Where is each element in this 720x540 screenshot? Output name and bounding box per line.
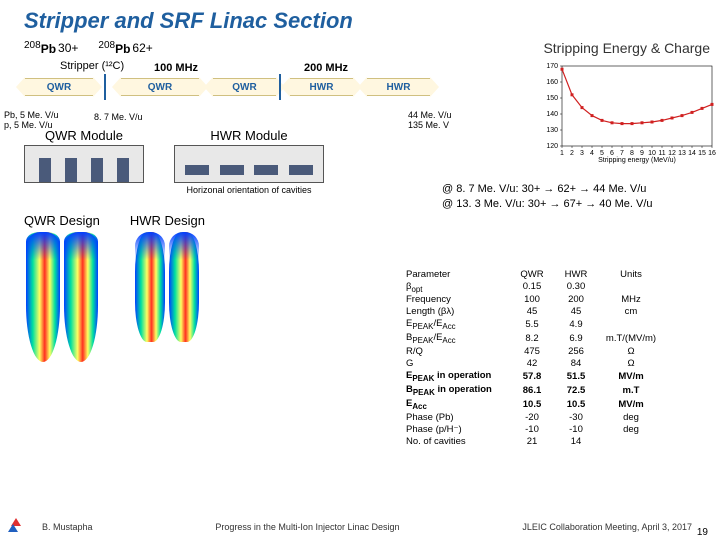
table-row: EPEAK/EAcc5.54.9 [400,318,664,332]
freq-low: 100 MHz [154,62,198,74]
footer-title: Progress in the Multi-Ion Injector Linac… [215,522,399,532]
horiz-note: Horizonal orientation of cavities [174,185,324,195]
e-out-44: 44 Me. V/u [408,110,452,120]
table-row: Frequency100200MHz [400,294,664,306]
svg-text:7: 7 [620,150,624,157]
qwr-module: QWR Module [24,128,144,183]
table-row: βopt0.150.30 [400,280,664,294]
svg-text:8: 8 [630,150,634,157]
footer-author: B. Mustapha [42,522,93,532]
svg-text:140: 140 [546,111,558,118]
e-strip: 8. 7 Me. V/u [94,112,143,122]
table-row: BPEAK in operation86.172.5m.T [400,384,664,398]
hwr-design-image [130,232,205,342]
table-row: BPEAK/EAcc8.26.9m.T/(MV/m) [400,332,664,346]
svg-text:11: 11 [658,150,665,157]
qwr-design: QWR Design [24,213,100,362]
nucleus-before: 208Pb [24,40,56,56]
svg-text:12: 12 [668,150,676,157]
charge-before: 30+ [58,41,78,55]
param-table: ParameterQWRHWRUnitsβopt0.150.30Frequenc… [400,268,664,447]
e-in-p: p, 5 Me. V/u [4,120,53,130]
svg-text:120: 120 [546,143,558,150]
transition-line-1: @ 8. 7 Me. V/u: 30+ → 62+ → 44 Me. V/u [442,182,653,197]
table-row: R/Q475256Ω [400,346,664,358]
footer: B. Mustapha Progress in the Multi-Ion In… [0,522,720,532]
svg-text:130: 130 [546,127,558,134]
stripping-energy-chart: 1234567891011121314151612013014015016017… [534,62,716,164]
svg-text:1: 1 [560,150,564,157]
chain-segment: HWR [289,78,354,96]
qwr-module-box [24,145,144,183]
hwr-module-box [174,145,324,183]
chain-segment: QWR [24,78,94,96]
qwr-module-label: QWR Module [24,128,144,143]
charge-after: 62+ [132,41,152,55]
svg-text:160: 160 [546,79,558,86]
e-out-135: 135 Me. V [408,120,449,130]
qwr-design-label: QWR Design [24,213,100,228]
svg-text:10: 10 [648,150,656,157]
svg-text:5: 5 [600,150,604,157]
svg-text:3: 3 [580,150,584,157]
table-row: Phase (p/H⁻)-10-10deg [400,423,664,435]
table-row: EPEAK in operation57.851.5MV/m [400,370,664,384]
page-title: Stripper and SRF Linac Section [0,0,720,38]
footer-meeting: JLEIC Collaboration Meeting, April 3, 20… [522,522,692,532]
chain-segment: HWR [366,78,431,96]
svg-text:13: 13 [678,150,686,157]
header-row: 208Pb 30+ 208Pb 62+ Stripping Energy & C… [0,38,720,58]
svg-text:9: 9 [640,150,644,157]
svg-text:6: 6 [610,150,614,157]
param-table-wrap: ParameterQWRHWRUnitsβopt0.150.30Frequenc… [400,268,664,447]
svg-text:16: 16 [708,150,716,157]
svg-text:4: 4 [590,150,594,157]
svg-text:Stripping energy (MeV/u): Stripping energy (MeV/u) [598,157,676,164]
hwr-module-label: HWR Module [174,128,324,143]
chain-segment: QWR [212,78,277,96]
table-row: EAcc10.510.5MV/m [400,397,664,411]
table-row: G4284Ω [400,358,664,370]
energy-labels: Pb, 5 Me. V/u p, 5 Me. V/u 8. 7 Me. V/u … [24,112,454,126]
transition-line-2: @ 13. 3 Me. V/u: 30+ → 67+ → 40 Me. V/u [442,197,653,212]
linac-chain: 100 MHz 200 MHz QWRQWRQWRHWRHWR [24,74,434,112]
qwr-design-image [24,232,100,362]
chain-segment: QWR [120,78,200,96]
svg-text:15: 15 [698,150,706,157]
table-row: No. of cavities2114 [400,435,664,447]
svg-text:2: 2 [570,150,574,157]
hwr-design: HWR Design [130,213,205,362]
table-row: Phase (Pb)-20-30deg [400,411,664,423]
svg-text:150: 150 [546,95,558,102]
svg-text:14: 14 [688,150,696,157]
transition-lines: @ 8. 7 Me. V/u: 30+ → 62+ → 44 Me. V/u @… [442,182,653,213]
e-in-pb: Pb, 5 Me. V/u [4,110,59,120]
nucleus-after: 208Pb [98,40,130,56]
table-row: Length (βλ)4545cm [400,306,664,318]
freq-high: 200 MHz [304,62,348,74]
svg-text:170: 170 [546,63,558,70]
strip-energy-label: Stripping Energy & Charge [543,40,710,56]
hwr-design-label: HWR Design [130,213,205,228]
page-number: 19 [697,527,708,538]
hwr-module: HWR Module Horizonal orientation of cavi… [174,128,324,195]
